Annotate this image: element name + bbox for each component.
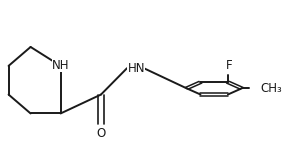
Text: NH: NH	[52, 59, 69, 72]
Text: O: O	[96, 127, 106, 140]
Text: F: F	[226, 59, 233, 72]
Text: HN: HN	[127, 62, 145, 75]
Text: CH₃: CH₃	[260, 82, 282, 95]
